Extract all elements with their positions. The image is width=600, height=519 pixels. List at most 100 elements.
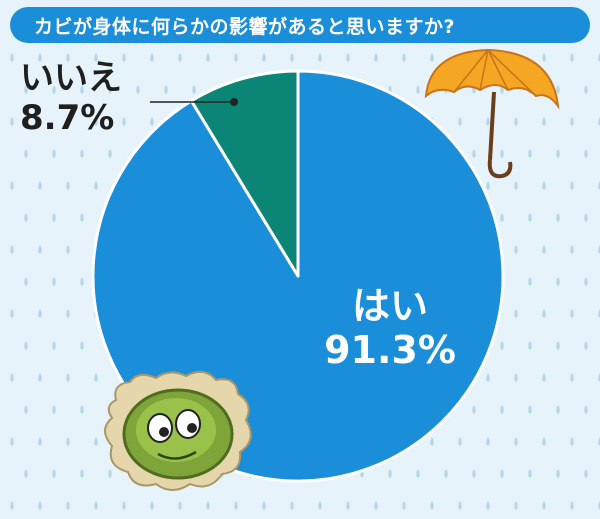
raindrop: [24, 469, 28, 478]
raindrop: [80, 405, 84, 414]
raindrop: [24, 85, 28, 94]
raindrop: [570, 501, 574, 510]
raindrop: [66, 309, 70, 318]
pie-slice-no: [189, 69, 300, 278]
raindrop: [486, 437, 490, 446]
raindrop: [570, 181, 574, 190]
raindrop: [178, 53, 182, 62]
raindrop: [10, 181, 14, 190]
raindrop: [584, 277, 588, 286]
raindrop: [122, 501, 126, 510]
raindrop: [388, 469, 392, 478]
raindrop: [150, 53, 154, 62]
raindrop: [66, 53, 70, 62]
raindrop: [402, 501, 406, 510]
raindrop: [10, 117, 14, 126]
raindrop: [430, 501, 434, 510]
raindrop: [402, 53, 406, 62]
raindrop: [24, 213, 28, 222]
raindrop: [66, 373, 70, 382]
raindrop: [584, 405, 588, 414]
raindrop: [528, 341, 532, 350]
raindrop: [542, 501, 546, 510]
raindrop: [24, 149, 28, 158]
slice-label-yes: はい 91.3%: [300, 284, 480, 372]
raindrop: [150, 117, 154, 126]
raindrop: [94, 117, 98, 126]
raindrop: [542, 181, 546, 190]
raindrop: [458, 501, 462, 510]
raindrop: [528, 405, 532, 414]
umbrella-icon: [424, 48, 560, 179]
raindrop: [94, 501, 98, 510]
raindrop: [514, 437, 518, 446]
raindrop: [80, 469, 84, 478]
raindrop: [66, 501, 70, 510]
raindrop: [430, 53, 434, 62]
raindrop: [122, 117, 126, 126]
raindrop: [514, 373, 518, 382]
slice-label-yes-value: 91.3%: [324, 328, 456, 372]
raindrop: [66, 117, 70, 126]
raindrop: [416, 85, 420, 94]
raindrop: [570, 373, 574, 382]
raindrop: [10, 501, 14, 510]
raindrop: [10, 53, 14, 62]
raindrop: [94, 437, 98, 446]
raindrop: [514, 117, 518, 126]
slice-label-yes-name: はい: [351, 284, 428, 328]
raindrop: [38, 53, 42, 62]
raindrop: [108, 149, 112, 158]
slice-label-no-name: いいえ: [20, 58, 122, 98]
raindrop: [10, 245, 14, 254]
raindrop: [458, 437, 462, 446]
slice-label-no: いいえ 8.7%: [20, 58, 122, 138]
raindrop: [178, 501, 182, 510]
raindrop: [38, 309, 42, 318]
raindrop: [486, 373, 490, 382]
raindrop: [52, 213, 56, 222]
raindrop: [52, 277, 56, 286]
raindrop: [542, 245, 546, 254]
raindrop: [94, 373, 98, 382]
raindrop: [430, 437, 434, 446]
raindrop: [374, 53, 378, 62]
raindrop: [24, 341, 28, 350]
raindrop: [24, 405, 28, 414]
raindrop: [318, 501, 322, 510]
raindrop: [556, 85, 560, 94]
raindrop: [94, 53, 98, 62]
raindrop: [472, 469, 476, 478]
raindrop: [52, 341, 56, 350]
raindrop: [80, 213, 84, 222]
raindrop: [542, 53, 546, 62]
raindrop: [80, 341, 84, 350]
raindrop: [10, 373, 14, 382]
raindrop: [570, 437, 574, 446]
raindrop: [472, 149, 476, 158]
raindrop: [10, 309, 14, 318]
raindrop: [570, 53, 574, 62]
raindrop: [416, 469, 420, 478]
raindrop: [556, 277, 560, 286]
raindrop: [514, 245, 518, 254]
raindrop: [528, 149, 532, 158]
raindrop: [556, 149, 560, 158]
raindrop: [570, 309, 574, 318]
leader-dot-no: [230, 98, 238, 106]
raindrop: [500, 341, 504, 350]
raindrop: [556, 213, 560, 222]
raindrop: [38, 437, 42, 446]
raindrop: [570, 245, 574, 254]
raindrop: [542, 117, 546, 126]
raindrop: [108, 85, 112, 94]
raindrop: [374, 501, 378, 510]
raindrop: [346, 53, 350, 62]
raindrop: [234, 501, 238, 510]
raindrop: [500, 213, 504, 222]
raindrop: [444, 469, 448, 478]
raindrop: [262, 501, 266, 510]
raindrop: [584, 85, 588, 94]
raindrop: [556, 405, 560, 414]
